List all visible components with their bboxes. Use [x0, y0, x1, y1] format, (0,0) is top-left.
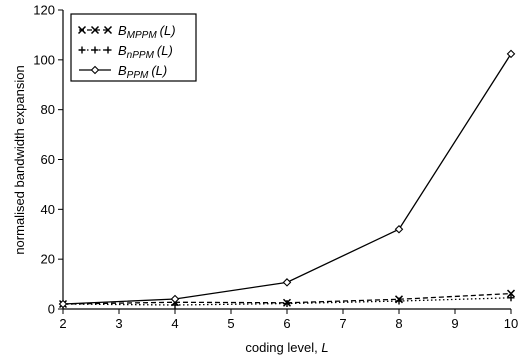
marker-stroke [77, 25, 87, 35]
legend-label-sub: PPM [127, 70, 149, 81]
legend-label-main: B [118, 43, 127, 58]
y-tick-label: 80 [41, 102, 55, 117]
legend-marker [90, 25, 100, 35]
y-axis-title: normalised bandwidth expansion [12, 65, 27, 254]
series-line-b-ppm-l [62, 53, 512, 305]
data-point-b-ppm-l [394, 224, 404, 234]
series-layer [58, 49, 516, 309]
x-tick-label: 7 [339, 316, 346, 331]
marker-stroke [103, 25, 113, 35]
legend: BMPPM (L)BnPPM (L)BPPM (L) [70, 13, 197, 82]
marker-stroke [90, 25, 100, 35]
legend-label-main: B [118, 23, 127, 38]
legend-marker [104, 46, 112, 54]
x-tick-label: 8 [395, 316, 402, 331]
legend-label: BPPM (L) [118, 63, 167, 81]
data-point-b-ppm-l [506, 49, 516, 59]
y-tick-label: 0 [48, 302, 55, 317]
x-tick-label: 3 [115, 316, 122, 331]
y-tick-label: 60 [41, 152, 55, 167]
data-point-b-mppm-l [506, 289, 516, 298]
legend-label-sub: MPPM [127, 30, 158, 41]
y-tick-label: 120 [33, 3, 55, 18]
data-point-b-ppm-l [58, 299, 68, 309]
x-tick-label: 2 [59, 316, 66, 331]
x-axis-title-text: coding level, [245, 340, 317, 355]
x-tick-label: 5 [227, 316, 234, 331]
legend-entry-b-nppm-l: BnPPM (L) [78, 43, 173, 61]
x-tick-label: 6 [283, 316, 290, 331]
x-tick-label: 9 [451, 316, 458, 331]
data-point-b-ppm-l [282, 278, 292, 287]
legend-entry-b-ppm-l: BPPM (L) [79, 63, 167, 81]
marker-stroke [506, 289, 516, 298]
legend-marker [77, 25, 87, 35]
x-tick-label: 4 [171, 316, 178, 331]
legend-marker [103, 25, 113, 35]
legend-label: BMPPM (L) [118, 23, 176, 41]
legend-marker [90, 65, 100, 75]
y-tick-label: 100 [33, 52, 55, 67]
x-axis-title: coding level, L [245, 340, 328, 355]
legend-label-sub: nPPM [127, 50, 155, 61]
legend-label-arg: (L) [160, 23, 176, 38]
legend-label-arg: (L) [151, 63, 167, 78]
legend-marker [78, 46, 86, 54]
data-point-b-nppm-l [507, 294, 515, 302]
legend-marker [91, 46, 99, 54]
y-tick-label: 40 [41, 202, 55, 217]
y-tick-label: 20 [41, 252, 55, 267]
x-axis-title-var: L [321, 340, 328, 355]
data-point-b-ppm-l [170, 294, 180, 304]
series-b-ppm-l [58, 49, 516, 309]
x-tick-label: 10 [504, 316, 518, 331]
legend-label-arg: (L) [157, 43, 173, 58]
data-point-b-nppm-l [395, 297, 403, 305]
data-point-b-nppm-l [283, 300, 291, 308]
legend-entry-b-mppm-l: BMPPM (L) [77, 23, 176, 41]
legend-label-main: B [118, 63, 127, 78]
legend-label: BnPPM (L) [118, 43, 173, 61]
